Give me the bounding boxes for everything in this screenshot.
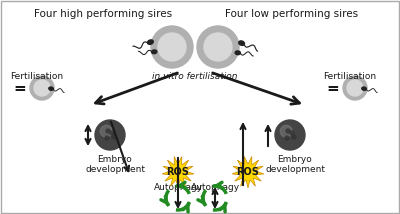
- Text: Four low performing sires: Four low performing sires: [226, 9, 358, 19]
- Circle shape: [158, 33, 186, 61]
- Text: Embryo
development: Embryo development: [85, 155, 145, 174]
- Text: Autophagy: Autophagy: [190, 183, 240, 192]
- Text: Fertilisation: Fertilisation: [10, 72, 64, 81]
- Circle shape: [151, 26, 193, 68]
- Circle shape: [100, 125, 112, 137]
- Text: in vitro fertilisation: in vitro fertilisation: [152, 72, 238, 81]
- Circle shape: [286, 129, 290, 133]
- Ellipse shape: [49, 87, 53, 90]
- Ellipse shape: [152, 50, 157, 54]
- Circle shape: [343, 76, 367, 100]
- Circle shape: [106, 129, 110, 133]
- Circle shape: [197, 26, 239, 68]
- Text: =: =: [327, 80, 339, 95]
- Text: ROS: ROS: [236, 167, 260, 177]
- Ellipse shape: [239, 41, 244, 45]
- Ellipse shape: [235, 51, 240, 55]
- Circle shape: [105, 136, 109, 140]
- Circle shape: [280, 125, 292, 137]
- Text: =: =: [14, 80, 26, 95]
- Circle shape: [290, 131, 294, 135]
- Polygon shape: [162, 156, 194, 188]
- Ellipse shape: [362, 87, 366, 90]
- Text: Four high performing sires: Four high performing sires: [34, 9, 172, 19]
- Text: ROS: ROS: [166, 167, 190, 177]
- Circle shape: [110, 131, 114, 135]
- Circle shape: [285, 136, 289, 140]
- Circle shape: [30, 76, 54, 100]
- Polygon shape: [232, 156, 264, 188]
- Circle shape: [112, 135, 116, 139]
- Circle shape: [204, 33, 232, 61]
- Ellipse shape: [148, 40, 153, 44]
- Circle shape: [347, 80, 363, 96]
- Circle shape: [275, 120, 305, 150]
- Text: Fertilisation: Fertilisation: [324, 72, 376, 81]
- Circle shape: [95, 120, 125, 150]
- Circle shape: [292, 135, 296, 139]
- Circle shape: [34, 80, 50, 96]
- Text: Embryo
development: Embryo development: [265, 155, 325, 174]
- Text: Autophagy: Autophagy: [154, 183, 202, 192]
